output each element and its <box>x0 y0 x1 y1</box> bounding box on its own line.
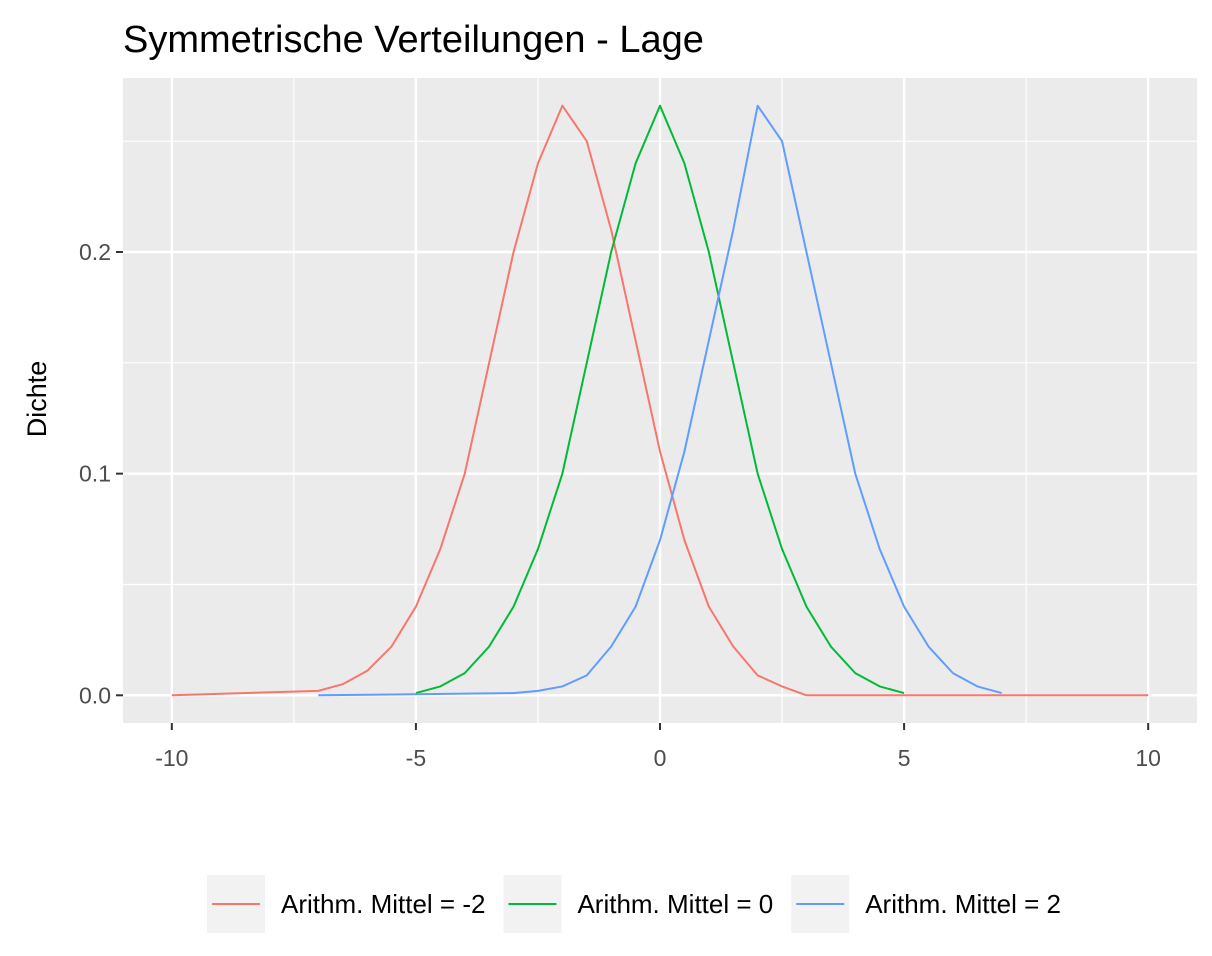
legend-label: Arithm. Mittel = 0 <box>577 889 773 919</box>
major-gridlines <box>123 78 1197 723</box>
legend-item-2: Arithm. Mittel = 2 <box>791 875 1061 933</box>
legend-label: Arithm. Mittel = -2 <box>281 889 485 919</box>
x-tick-label: -10 <box>155 745 188 771</box>
x-tick-label: 5 <box>898 745 911 771</box>
y-axis-tick-labels: 0.0 0.1 0.2 <box>79 239 111 708</box>
x-tick-label: -5 <box>406 745 426 771</box>
axis-ticks <box>116 250 1150 730</box>
legend-item-1: Arithm. Mittel = 0 <box>503 875 773 933</box>
y-axis-label: Dichte <box>22 361 52 438</box>
series-line-2 <box>318 104 1002 697</box>
series-line-0 <box>171 104 1149 697</box>
x-tick-label: 10 <box>1135 745 1161 771</box>
legend-item-0: Arithm. Mittel = -2 <box>207 875 485 933</box>
legend-label: Arithm. Mittel = 2 <box>865 889 1061 919</box>
series-line-1 <box>415 104 905 695</box>
x-axis-tick-labels: -10 -5 0 5 10 <box>155 745 1161 771</box>
y-tick-label: 0.0 <box>79 682 111 708</box>
legend: Arithm. Mittel = -2 Arithm. Mittel = 0 Ari… <box>207 875 1061 933</box>
x-tick-label: 0 <box>654 745 667 771</box>
chart-title: Symmetrische Verteilungen - Lage <box>123 19 704 61</box>
y-tick-label: 0.2 <box>79 239 111 265</box>
series-lines <box>171 104 1149 697</box>
y-tick-label: 0.1 <box>79 461 111 487</box>
